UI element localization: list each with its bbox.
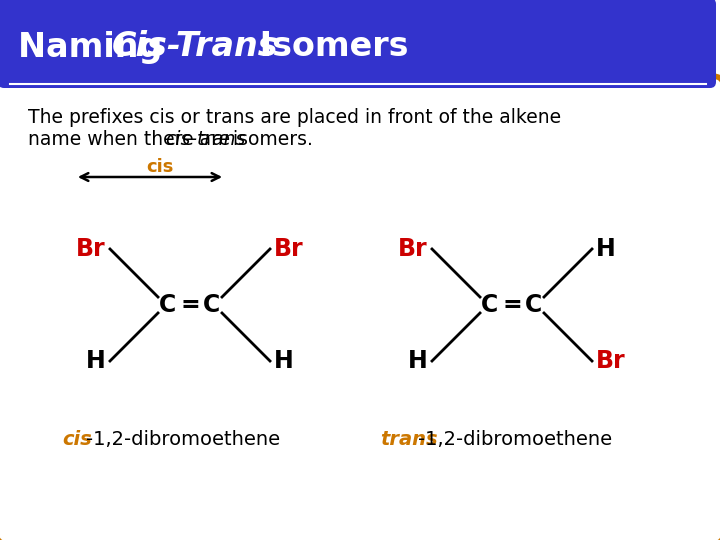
- Text: name when there are: name when there are: [28, 130, 236, 149]
- Text: H: H: [274, 349, 294, 373]
- Text: Naming: Naming: [18, 30, 174, 64]
- Text: =: =: [502, 293, 522, 317]
- Text: cis-trans: cis-trans: [165, 130, 246, 149]
- Text: isomers.: isomers.: [227, 130, 313, 149]
- Text: -1,2-dibromoethene: -1,2-dibromoethene: [418, 430, 612, 449]
- Text: Isomers: Isomers: [248, 30, 408, 64]
- Text: Br: Br: [398, 237, 428, 261]
- Text: Br: Br: [274, 237, 304, 261]
- Text: cis: cis: [62, 430, 91, 449]
- Text: Br: Br: [76, 237, 106, 261]
- FancyBboxPatch shape: [0, 0, 716, 88]
- Text: H: H: [408, 349, 428, 373]
- Text: -1,2-dibromoethene: -1,2-dibromoethene: [86, 430, 280, 449]
- Text: C: C: [203, 293, 220, 317]
- Text: C: C: [159, 293, 176, 317]
- Text: =: =: [180, 293, 200, 317]
- FancyBboxPatch shape: [0, 76, 720, 540]
- Text: Br: Br: [596, 349, 626, 373]
- Text: The prefixes cis or trans are placed in front of the alkene: The prefixes cis or trans are placed in …: [28, 108, 561, 127]
- Text: trans: trans: [380, 430, 438, 449]
- Text: H: H: [596, 237, 616, 261]
- Text: H: H: [86, 349, 106, 373]
- Text: Cis-Trans: Cis-Trans: [112, 30, 279, 64]
- Text: C: C: [526, 293, 543, 317]
- Text: C: C: [482, 293, 499, 317]
- Text: cis: cis: [146, 158, 174, 176]
